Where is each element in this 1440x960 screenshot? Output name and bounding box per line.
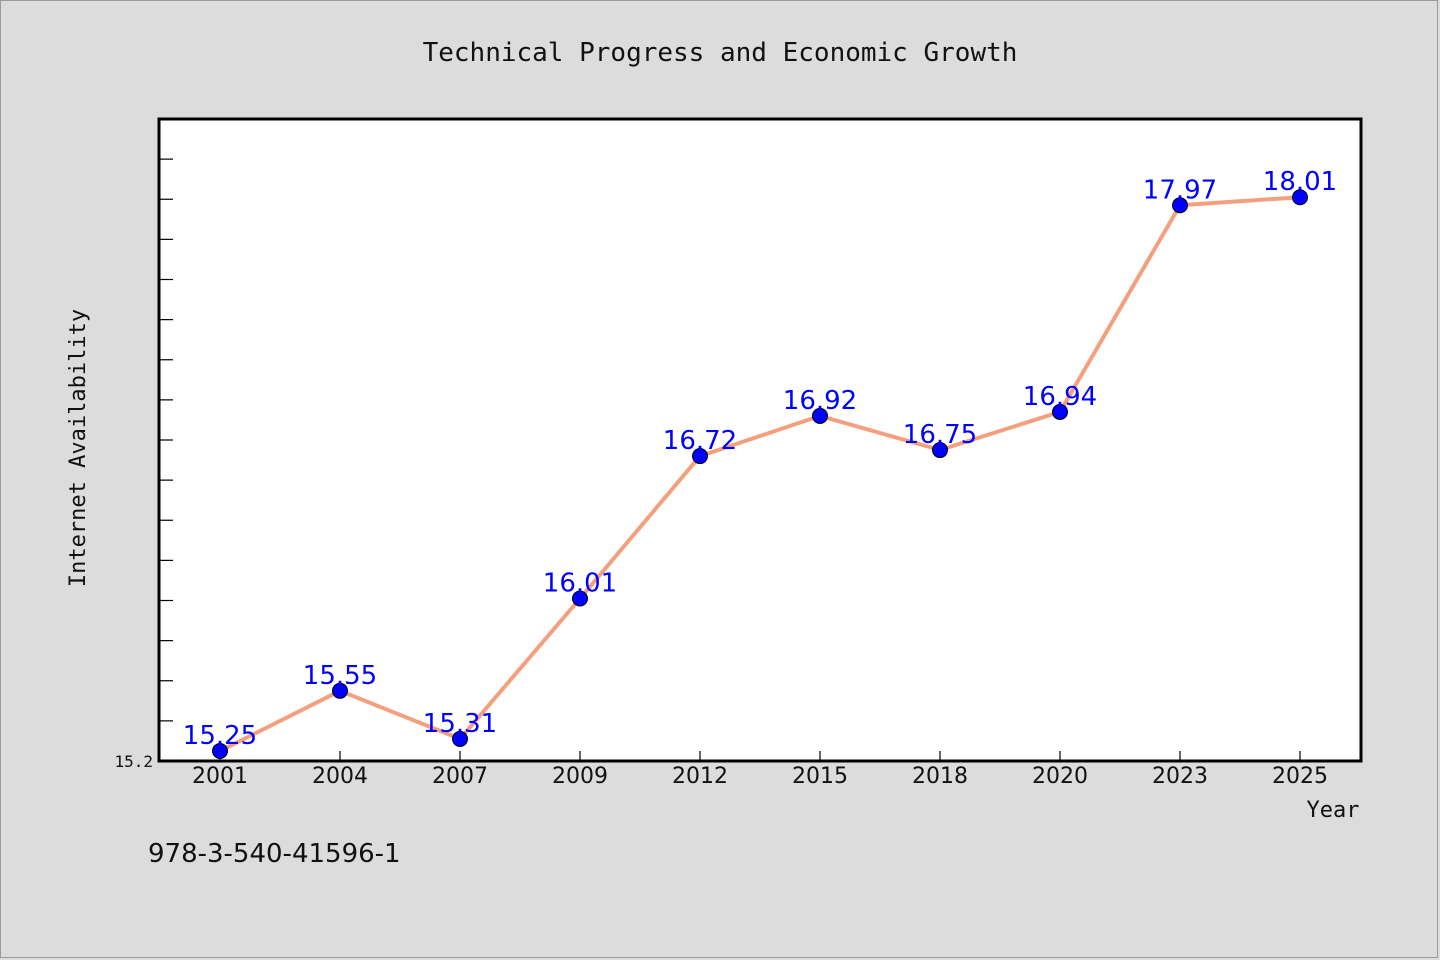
plot-area — [157, 117, 1363, 763]
x-tick-label: 2023 — [1152, 764, 1208, 789]
data-point — [1292, 189, 1308, 206]
data-point — [452, 730, 468, 747]
data-point — [1172, 197, 1188, 214]
data-label: 15.25 — [183, 721, 257, 751]
y-axis-label: Internet Availability — [66, 309, 91, 587]
chart-title: Technical Progress and Economic Growth — [423, 38, 1018, 68]
data-labels: 15.25 15.55 15.31 16.01 16.72 16.92 16.75 16.94… — [183, 167, 1337, 751]
data-label: 16.94 — [1023, 382, 1097, 412]
data-label: 16.75 — [903, 420, 977, 450]
x-tick-label: 2015 — [792, 764, 848, 789]
data-point — [932, 442, 948, 459]
x-tick-label: 2009 — [552, 764, 608, 789]
x-tick-label: 2004 — [312, 764, 368, 789]
data-point — [812, 407, 828, 424]
data-label: 16.92 — [783, 386, 857, 416]
series-line — [219, 195, 1301, 753]
isbn-text: 978-3-540-41596-1 — [148, 839, 401, 869]
data-label: 16.01 — [543, 568, 617, 598]
data-point — [572, 590, 588, 607]
data-label: 15.55 — [303, 661, 377, 691]
data-point — [332, 682, 348, 699]
data-label: 18.01 — [1263, 167, 1337, 197]
data-point — [692, 448, 708, 465]
x-tick-label: 2001 — [192, 764, 248, 789]
data-label: 15.31 — [423, 709, 497, 739]
x-tick-label: 2025 — [1272, 764, 1328, 789]
data-point — [212, 742, 228, 759]
y-tick-label: 15.2 — [114, 752, 153, 771]
data-label: 17.97 — [1143, 175, 1217, 205]
x-tick-label: 2012 — [672, 764, 728, 789]
x-tick-label: 2020 — [1032, 764, 1088, 789]
y-axis-ticks: 15.2 — [114, 158, 173, 771]
x-axis-label: Year — [1307, 798, 1360, 823]
series-line-group — [219, 195, 1301, 753]
data-markers — [212, 189, 1308, 759]
data-label: 16.72 — [663, 426, 737, 456]
data-point — [1052, 403, 1068, 420]
x-tick-label: 2018 — [912, 764, 968, 789]
x-tick-label: 2007 — [432, 764, 488, 789]
